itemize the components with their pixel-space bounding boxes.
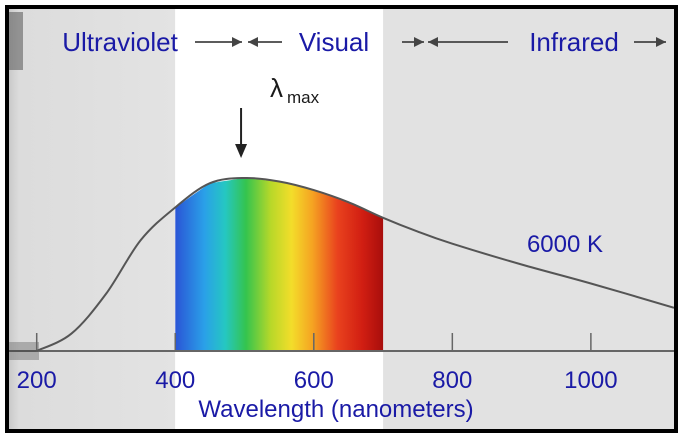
blackbody-curve — [36, 176, 674, 352]
x-tick-label: 600 — [294, 367, 334, 394]
lambda-subscript: max — [287, 88, 320, 107]
visual-label: Visual — [299, 27, 369, 57]
x-tick-label: 1000 — [564, 367, 617, 394]
axis-layer: 200 400 600 800 1000 — [9, 333, 674, 394]
ultraviolet-label: Ultraviolet — [62, 27, 178, 57]
uv-right-arrow-head — [232, 37, 242, 47]
infrared-left-arrow-head — [428, 37, 438, 47]
curve-temperature-label: 6000 K — [527, 231, 603, 258]
visual-left-arrow-head — [248, 37, 258, 47]
visible-spectrum-area — [175, 177, 384, 351]
infrared-label: Infrared — [529, 27, 619, 57]
lambda-max-arrow-head — [235, 144, 248, 158]
lambda-max-label: λ max — [270, 73, 320, 107]
chart-border — [5, 5, 678, 433]
x-tick-label: 400 — [155, 367, 195, 394]
x-axis-label: Wavelength (nanometers) — [198, 396, 473, 423]
visual-right-arrow-head — [414, 37, 424, 47]
area-layer — [175, 177, 384, 351]
ultraviolet-region-bg — [9, 9, 176, 429]
infrared-right-arrow-head — [656, 37, 666, 47]
scan-shadow-top — [9, 12, 23, 70]
label-layer: Ultraviolet Visual Infrared — [62, 27, 666, 158]
lambda-symbol: λ — [270, 73, 283, 103]
x-tick-label: 200 — [17, 367, 57, 394]
x-tick-label: 800 — [432, 367, 472, 394]
infrared-region-bg — [383, 9, 674, 429]
curve-layer — [9, 176, 674, 352]
